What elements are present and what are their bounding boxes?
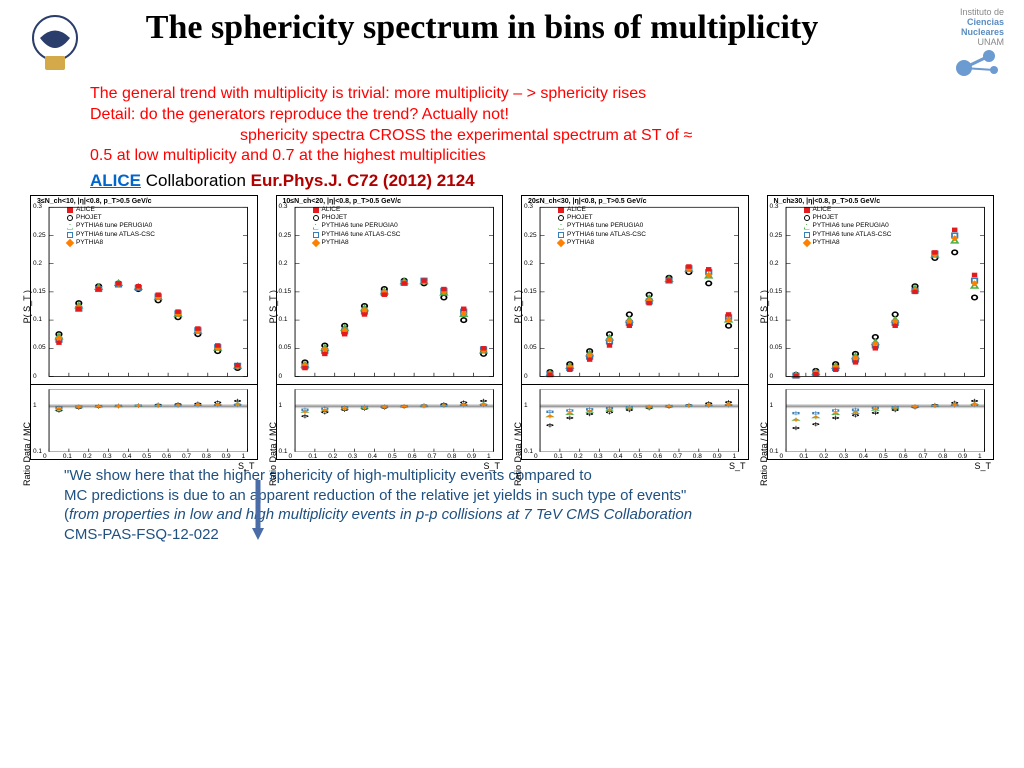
alice-link[interactable]: ALICE — [90, 171, 141, 190]
arrow-icon — [252, 480, 264, 540]
chart-main: P( S_T ) 20≤N_ch<30, |η|<0.8, p_T>0.5 Ge… — [521, 195, 749, 385]
icn-logo: Instituto de Ciencias Nucleares UNAM — [874, 8, 1004, 78]
chart-main: P( S_T ) 3≤N_ch<10, |η|<0.8, p_T>0.5 GeV… — [30, 195, 258, 385]
footer-quote: "We show here that the higher sphericity… — [0, 460, 1024, 544]
summary-text: The general trend with multiplicity is t… — [90, 84, 964, 167]
chart-ratio: Ratio Data / MC 0.11 00.10.20.30.40.50.6… — [767, 385, 995, 460]
charts-row: P( S_T ) 3≤N_ch<10, |η|<0.8, p_T>0.5 GeV… — [0, 191, 1024, 460]
chart-ratio: Ratio Data / MC 0.11 00.10.20.30.40.50.6… — [30, 385, 258, 460]
x-axis-label: S_T — [483, 461, 500, 471]
chart-panel-2: P( S_T ) 20≤N_ch<30, |η|<0.8, p_T>0.5 Ge… — [521, 195, 749, 460]
chart-main: P( S_T ) 10≤N_ch<20, |η|<0.8, p_T>0.5 Ge… — [276, 195, 504, 385]
chart-panel-1: P( S_T ) 10≤N_ch<20, |η|<0.8, p_T>0.5 Ge… — [276, 195, 504, 460]
citation-line: ALICE Collaboration Eur.Phys.J. C72 (201… — [90, 171, 964, 191]
chart-panel-3: P( S_T ) N_ch≥30, |η|<0.8, p_T>0.5 GeV/c… — [767, 195, 995, 460]
chart-ratio: Ratio Data / MC 0.11 00.10.20.30.40.50.6… — [521, 385, 749, 460]
page-title: The sphericity spectrum in bins of multi… — [90, 8, 874, 47]
x-axis-label: S_T — [729, 461, 746, 471]
chart-ratio: Ratio Data / MC 0.11 00.10.20.30.40.50.6… — [276, 385, 504, 460]
chart-panel-0: P( S_T ) 3≤N_ch<10, |η|<0.8, p_T>0.5 GeV… — [30, 195, 258, 460]
x-axis-label: S_T — [974, 461, 991, 471]
unam-logo — [20, 8, 90, 78]
chart-main: P( S_T ) N_ch≥30, |η|<0.8, p_T>0.5 GeV/c… — [767, 195, 995, 385]
x-axis-label: S_T — [238, 461, 255, 471]
